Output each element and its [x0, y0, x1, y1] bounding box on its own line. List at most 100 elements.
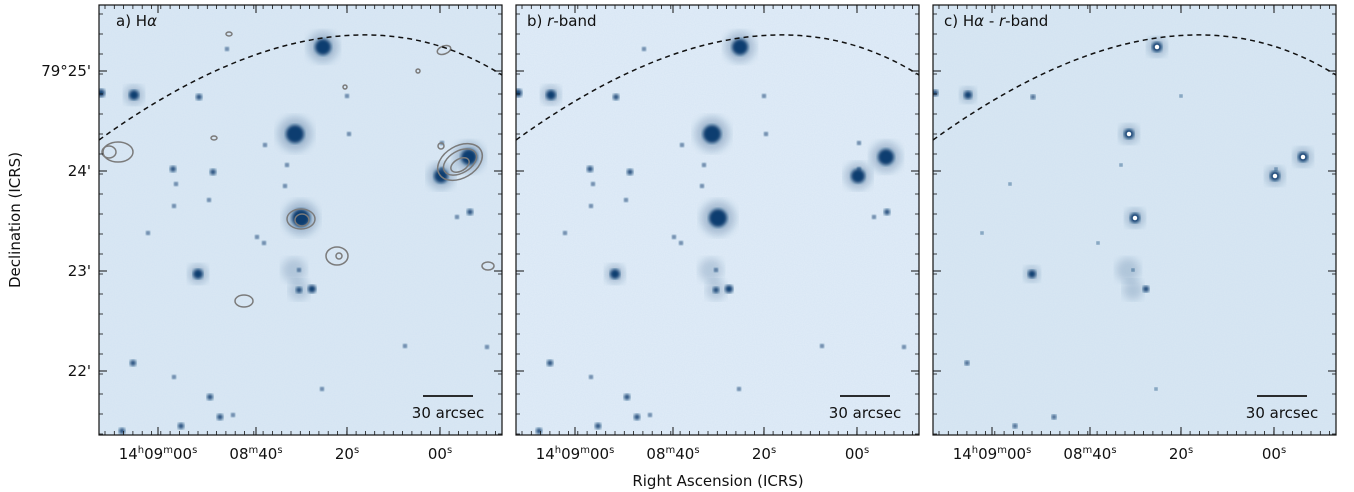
contour: [102, 141, 134, 163]
contour: [450, 157, 470, 173]
source: [1142, 285, 1150, 293]
dec-tick-label-1: 24': [68, 162, 91, 180]
panel-label-a: a) Hα: [116, 12, 157, 30]
ra-tick-label-b-1: 08m40s: [646, 445, 699, 463]
source: [196, 94, 202, 100]
source: [1028, 270, 1036, 278]
diffuse-emission: [1116, 258, 1140, 282]
panel-label-b: b) r-band: [527, 12, 596, 30]
dashed-arc-b: [516, 34, 919, 141]
source: [130, 360, 136, 366]
source: [210, 169, 216, 175]
dashed-arc-a: [99, 34, 502, 141]
source: [292, 209, 310, 227]
source: [613, 94, 619, 100]
ra-tick-labels: 14h09m00s 08m40s 20s 00s 14h09m00s 08m40…: [119, 445, 1286, 463]
source: [762, 94, 766, 98]
source: [764, 132, 768, 136]
contour: [286, 208, 316, 230]
source: [231, 413, 235, 417]
ra-tick-label-b-2: 20s: [752, 445, 776, 463]
scalebar-label-b: 30 arcsec: [829, 404, 901, 422]
source: [642, 47, 646, 51]
contour: [436, 44, 452, 56]
ra-tick-label-b-3: 00s: [845, 445, 869, 463]
source: [702, 163, 706, 167]
source: [129, 90, 139, 100]
ra-tick-label-c-1: 08m40s: [1063, 445, 1116, 463]
source: [624, 394, 630, 400]
source: [610, 269, 620, 279]
source: [964, 91, 972, 99]
contour: [436, 142, 484, 182]
source: [308, 285, 316, 293]
source: [878, 149, 894, 165]
contour: [442, 148, 478, 176]
source: [455, 215, 459, 219]
source: [857, 141, 861, 145]
source: [964, 360, 970, 366]
sources-c: [933, 37, 1313, 429]
source: [225, 47, 229, 51]
panel-label-c: c) Hα - r-band: [944, 12, 1048, 30]
contour: [335, 252, 343, 260]
source: [315, 39, 331, 55]
source: [146, 231, 150, 235]
source: [1154, 387, 1158, 391]
source: [933, 89, 939, 97]
scalebar-label-c: 30 arcsec: [1246, 404, 1318, 422]
source: [680, 143, 684, 147]
source: [170, 166, 176, 172]
panel-b: b) r-band 30 arcsec: [515, 4, 920, 436]
source-residual: [1300, 154, 1306, 160]
y-axis-label: Declination (ICRS): [6, 152, 24, 288]
source: [217, 414, 223, 420]
ra-tick-label-a-1: 08m40s: [229, 445, 282, 463]
source-residual: [1132, 215, 1138, 221]
source: [595, 423, 601, 429]
ra-tick-label-c-0: 14h09m00s: [953, 445, 1032, 463]
source: [820, 344, 824, 348]
ra-tick-label-a-0: 14h09m00s: [119, 445, 198, 463]
dec-tick-label-0: 79°25': [41, 62, 91, 80]
contour: [101, 145, 117, 159]
scalebar-label-a: 30 arcsec: [412, 404, 484, 422]
source: [283, 184, 287, 188]
source: [119, 428, 125, 434]
x-axis-label: Right Ascension (ICRS): [632, 472, 803, 490]
ra-tick-label-c-3: 00s: [1262, 445, 1286, 463]
source: [1051, 414, 1057, 420]
source: [255, 235, 259, 239]
diffuse-emission: [289, 280, 309, 300]
source: [624, 198, 628, 202]
ra-tick-label-a-2: 20s: [335, 445, 359, 463]
contour: [481, 261, 495, 271]
source: [980, 231, 984, 235]
panel-a: a) Hα 30 arcsec: [98, 4, 503, 436]
source: [285, 163, 289, 167]
source: [700, 184, 704, 188]
source: [648, 413, 652, 417]
source: [172, 204, 176, 208]
contour: [415, 68, 421, 74]
source: [709, 209, 727, 227]
source-residual: [1126, 131, 1132, 137]
dec-tick-label-2: 23': [68, 262, 91, 280]
source: [1008, 182, 1012, 186]
source-residual: [1154, 44, 1160, 50]
source: [403, 344, 407, 348]
source: [207, 394, 213, 400]
source: [1012, 423, 1018, 429]
source: [172, 375, 176, 379]
source: [262, 241, 266, 245]
source: [634, 414, 640, 420]
source: [587, 166, 593, 172]
source-residual: [1272, 173, 1278, 179]
axis-ticks: [99, 5, 1336, 435]
source: [884, 209, 890, 215]
source: [347, 132, 351, 136]
source: [1119, 163, 1123, 167]
source: [485, 345, 489, 349]
source: [672, 235, 676, 239]
source: [516, 89, 522, 97]
